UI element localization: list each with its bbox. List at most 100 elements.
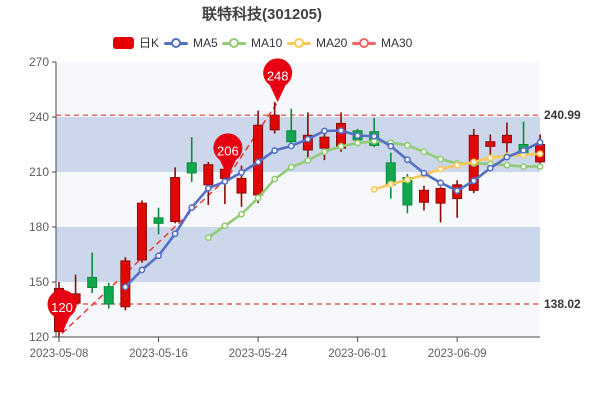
price-marker-balloon: 206 [213, 133, 243, 177]
candle[interactable] [186, 137, 197, 183]
ma5-point [370, 132, 378, 140]
candle-body [485, 141, 496, 147]
candle-body [87, 276, 98, 288]
ma5-point [403, 156, 411, 164]
price-line-label: 138.02 [544, 297, 581, 311]
legend-item-ma5[interactable]: MA5 [164, 35, 218, 51]
legend-item-ma30[interactable]: MA30 [352, 35, 412, 51]
ma20-point [453, 161, 461, 169]
candle-body [170, 177, 181, 222]
kline-legend-swatch [113, 37, 134, 49]
ma5-point [321, 127, 328, 135]
candle-body [103, 286, 114, 305]
price-marker-balloon: 248 [263, 58, 293, 102]
y-tick-label: 180 [29, 220, 49, 234]
ma10-point [254, 194, 262, 202]
candle[interactable] [87, 252, 98, 293]
y-tick-label: 150 [29, 275, 49, 289]
ma5-point [486, 164, 494, 172]
candle-body [501, 134, 512, 144]
ma5-point [138, 266, 146, 274]
balloon-label: 206 [217, 143, 239, 158]
legend-item-kline[interactable]: 日K [113, 35, 159, 51]
legend-item-ma20[interactable]: MA20 [287, 35, 347, 51]
ma10-point [238, 210, 245, 218]
ma5-point [238, 169, 245, 176]
x-tick-label: 2023-05-08 [30, 348, 89, 360]
candle[interactable] [269, 101, 280, 134]
candle-body [236, 177, 247, 194]
ma10-point [221, 222, 229, 230]
ma5-point [287, 142, 295, 150]
price-marker-balloon: 120 [47, 289, 77, 334]
candle[interactable] [501, 122, 512, 156]
candle[interactable] [170, 167, 181, 224]
ma5-point [520, 146, 527, 154]
ma5-point [420, 169, 428, 177]
legend: 日K MA5 MA10 MA20 MA30 [0, 35, 600, 51]
ma5-point [354, 132, 362, 139]
y-tick-label: 210 [29, 165, 49, 179]
ma5-point [188, 204, 196, 211]
ma20-point [486, 154, 494, 162]
x-tick-label: 2023-05-24 [229, 348, 288, 360]
candle[interactable] [203, 161, 214, 205]
split-band [56, 227, 540, 282]
y-tick-label: 240 [29, 110, 49, 124]
ma5-point [155, 252, 162, 260]
ma10-point [503, 161, 511, 169]
candle-body [302, 134, 313, 151]
ma5-point [271, 147, 279, 154]
candle[interactable] [153, 207, 164, 235]
ma30-legend-icon [352, 41, 376, 45]
ma10-point [204, 234, 212, 242]
ma5-point [221, 178, 229, 185]
candle-body [435, 188, 446, 204]
candle-body [186, 162, 197, 174]
candle[interactable] [286, 108, 297, 146]
balloon-label: 120 [51, 300, 73, 315]
legend-item-ma10[interactable]: MA10 [222, 35, 282, 51]
ma5-point [536, 138, 544, 146]
ma5-point [121, 283, 129, 291]
ma5-legend-icon [164, 41, 188, 45]
ma20-point [536, 150, 544, 158]
ma5-point [387, 142, 395, 150]
ma20-point [403, 176, 411, 184]
ma5-point [254, 158, 262, 166]
legend-item-label: MA20 [316, 36, 348, 50]
candle[interactable] [418, 185, 429, 211]
ma5-point [337, 127, 345, 134]
candle-body [203, 164, 214, 186]
legend-item-label: MA30 [381, 36, 413, 50]
ma10-point [321, 148, 328, 156]
ma10-point [354, 139, 362, 147]
candle[interactable] [319, 133, 330, 161]
ma10-point [520, 163, 527, 170]
ma5-point [304, 135, 312, 143]
candle[interactable] [302, 112, 313, 159]
plot-background [56, 62, 540, 337]
ma5-point [171, 230, 179, 238]
candle[interactable] [435, 186, 446, 223]
ma10-point [536, 163, 544, 170]
ma10-legend-icon [222, 41, 246, 45]
chart-title: 联特科技(301205) [201, 6, 323, 23]
ma5-point [204, 184, 212, 192]
candle[interactable] [136, 200, 147, 263]
balloon-shape [213, 133, 243, 177]
ma20-point [370, 185, 378, 193]
ma5-point [470, 177, 478, 185]
candle-body [286, 130, 297, 143]
legend-item-label: MA10 [251, 36, 283, 50]
ma10-point [403, 141, 411, 149]
ma10-point [337, 142, 345, 150]
candle-body [319, 136, 330, 149]
price-line-label: 240.99 [544, 108, 581, 122]
legend-item-label: MA5 [193, 36, 218, 50]
x-tick-label: 2023-06-09 [428, 348, 487, 360]
ma10-point [420, 148, 428, 156]
candle[interactable] [103, 282, 114, 309]
ma5-point [503, 153, 511, 161]
